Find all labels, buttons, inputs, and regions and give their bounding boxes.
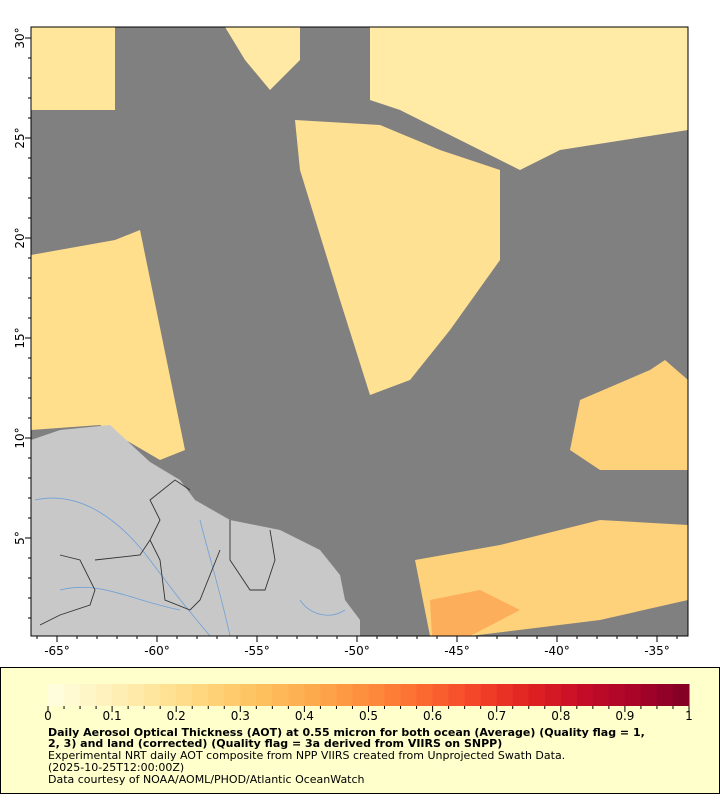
colorbar-tick-label: 0.6 [423, 709, 442, 723]
colorbar-step [112, 684, 129, 706]
x-tick-label: -65° [44, 644, 70, 658]
colorbar-step [64, 684, 81, 706]
colorbar-step [640, 684, 658, 706]
y-tick-label: 25° [13, 127, 27, 148]
colorbar-step [544, 684, 562, 706]
legend-subtitle: Experimental NRT daily AOT composite fro… [48, 749, 566, 762]
legend-credit: Data courtesy of NOAA/AOML/PHOD/Atlantic… [48, 773, 365, 786]
x-tick-label: -60° [144, 644, 170, 658]
colorbar-step [432, 684, 450, 706]
colorbar-tick-label: 0.3 [231, 709, 250, 723]
colorbar-step [176, 684, 193, 706]
colorbar-step [608, 684, 626, 706]
colorbar-tick-label: 0.1 [103, 709, 122, 723]
legend-panel: 0 0.1 0.2 0.3 0.4 0.5 0.6 0.7 0.8 0.9 1 Daily Aero… [0, 667, 720, 794]
colorbar-step [560, 684, 578, 706]
swath-top-center [225, 27, 300, 90]
colorbar-step [672, 684, 690, 706]
colorbar-step [624, 684, 642, 706]
colorbar-step [320, 684, 337, 706]
country-borders [39, 479, 276, 626]
y-tick-label: 30° [13, 27, 27, 48]
colorbar-step [48, 684, 65, 706]
swath-top-right [370, 27, 688, 170]
colorbar-step [144, 684, 161, 706]
x-tick-label: -55° [244, 644, 270, 658]
swath-bottom-high [430, 590, 520, 636]
colorbar-step [448, 684, 466, 706]
swath-center [295, 120, 500, 395]
swath-top-left [31, 27, 115, 110]
colorbar-step [304, 684, 321, 706]
colorbar-step [496, 684, 514, 706]
colorbar-step [336, 684, 353, 706]
x-tick-label: -50° [344, 644, 370, 658]
colorbar-step [384, 684, 402, 706]
colorbar-step [80, 684, 97, 706]
colorbar-step [480, 684, 498, 706]
colorbar-step [464, 684, 482, 706]
map-border [30, 26, 689, 637]
colorbar-step [96, 684, 113, 706]
colorbar-step [352, 684, 369, 706]
colorbar-step [656, 684, 674, 706]
aot-map: -65° -60° -55° -50° -45° -40° -35° 5° 10° 15° 20° 2… [13, 26, 689, 658]
colorbar-step [272, 684, 289, 706]
y-tick-label: 10° [13, 427, 27, 448]
swath-left [31, 230, 185, 460]
colorbar-step [288, 684, 305, 706]
colorbar-tick-label: 0.5 [359, 709, 378, 723]
legend-title-line1: Daily Aerosol Optical Thickness (AOT) at… [48, 726, 645, 739]
y-tick-label: 15° [13, 327, 27, 348]
aot-data-swaths [31, 27, 688, 636]
colorbar-step [592, 684, 610, 706]
colorbar-tick-label: 0.9 [615, 709, 634, 723]
colorbar-step [576, 684, 594, 706]
colorbar-step [192, 684, 209, 706]
colorbar-step [400, 684, 418, 706]
colorbar-step [256, 684, 273, 706]
colorbar-tick-label: 0.7 [487, 709, 506, 723]
x-tick-label: -45° [444, 644, 470, 658]
colorbar-step [160, 684, 177, 706]
colorbar-tick-label: 0.2 [167, 709, 186, 723]
legend-title-line2: 2, 3) and land (corrected) (Quality flag… [48, 737, 503, 750]
swath-right [570, 360, 688, 470]
colorbar-step [240, 684, 257, 706]
colorbar-tick-label: 1 [685, 709, 693, 723]
x-tick-label: -40° [544, 644, 570, 658]
colorbar-step [128, 684, 145, 706]
colorbar-step [368, 684, 386, 706]
colorbar-step [512, 684, 530, 706]
colorbar-step [416, 684, 434, 706]
x-tick-label: -35° [644, 644, 670, 658]
y-tick-label: 20° [13, 227, 27, 248]
land-south-america [31, 425, 360, 636]
rivers [34, 497, 346, 637]
map-axes: -65° -60° -55° -50° -45° -40° -35° 5° 10° 15° 20° 2… [13, 27, 678, 658]
colorbar-step [528, 684, 546, 706]
legend-time: (2025-10-25T12:00:00Z) [48, 761, 185, 774]
colorbar-tick-label: 0.8 [551, 709, 570, 723]
colorbar-step [224, 684, 241, 706]
y-tick-label: 5° [13, 531, 27, 545]
colorbar-tick-label: 0.4 [295, 709, 314, 723]
colorbar: 0 0.1 0.2 0.3 0.4 0.5 0.6 0.7 0.8 0.9 1 [44, 684, 693, 723]
colorbar-step [208, 684, 225, 706]
colorbar-tick-label: 0 [44, 709, 52, 723]
